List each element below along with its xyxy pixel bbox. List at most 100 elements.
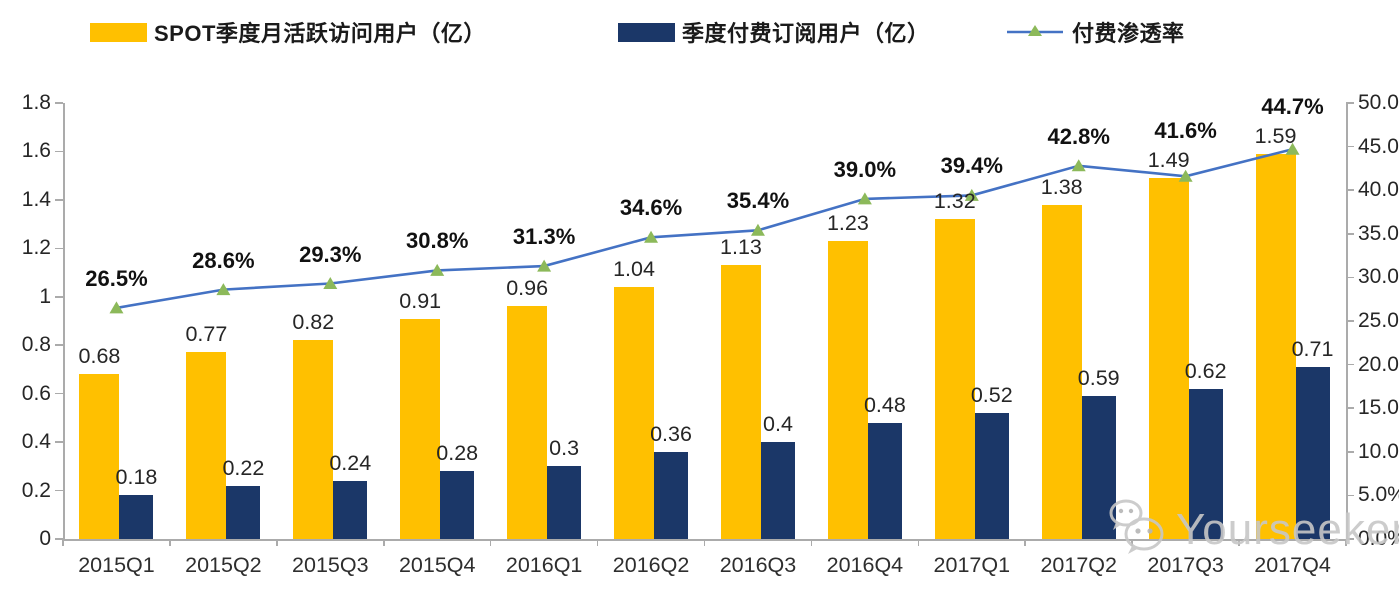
bar-label-subs-2016Q4: 0.48 [863,392,906,417]
legend-label-mau: SPOT季度月活跃访问用户（亿） [154,21,486,46]
left-axis-tick [55,247,63,250]
bar-subs-2015Q1 [119,495,154,539]
x-axis-category-label: 2016Q2 [612,553,690,577]
left-axis-tick-label: 1.4 [21,187,51,211]
right-axis-tick [1346,451,1354,453]
bar-mau-2016Q4 [827,241,868,539]
watermark: Yourseeker [1106,498,1399,561]
left-axis-tick-label: 1 [39,284,51,308]
right-axis-tick-label: 50.0% [1358,91,1399,114]
left-axis-tick-label: 0.2 [21,478,51,502]
x-axis-tick [1238,539,1240,546]
penetration-marker-2017Q2 [1071,159,1086,172]
penetration-marker-2015Q1 [109,301,124,314]
right-axis-tick [1346,407,1354,409]
left-axis-tick [55,295,63,298]
bar-label-mau-2015Q2: 0.77 [185,322,228,347]
penetration-marker-2016Q1 [537,259,552,272]
bar-label-subs-2017Q1: 0.52 [970,383,1013,408]
x-axis-tick [382,539,385,546]
bar-label-subs-2015Q3: 0.24 [329,450,372,475]
x-axis-category-label: 2016Q4 [826,553,904,577]
bar-mau-2015Q4 [400,318,441,539]
x-axis-tick [917,539,920,546]
right-axis-tick-label: 10.0% [1358,439,1399,463]
left-axis-tick-label: 1.6 [21,139,51,163]
bar-mau-2017Q4 [1255,153,1296,539]
right-axis-tick [1346,320,1354,322]
bar-mau-2017Q2 [1041,204,1082,539]
bar-label-mau-2017Q1: 1.32 [933,189,976,214]
x-axis-tick [62,539,64,546]
x-axis-tick [596,539,599,546]
bar-mau-2016Q1 [507,306,548,539]
wechat-icon [1106,498,1170,561]
penetration-label-2015Q2: 28.6% [192,247,255,273]
x-axis-category-label: 2017Q1 [933,553,1011,577]
right-axis-tick [1346,538,1354,540]
penetration-label-2017Q4: 44.7% [1261,93,1324,119]
right-axis-tick-label: 35.0% [1358,221,1399,245]
x-axis-category-label: 2017Q2 [1040,553,1117,577]
bar-label-mau-2017Q3: 1.49 [1147,148,1190,173]
bar-subs-2015Q3 [333,480,368,539]
bar-label-subs-2015Q1: 0.18 [115,465,158,490]
penetration-label-2017Q1: 39.4% [940,153,1003,179]
bar-subs-2016Q2 [654,451,689,539]
legend-item-subs: 季度付费订阅用户（亿） [618,14,930,50]
bar-label-mau-2015Q3: 0.82 [292,310,335,335]
penetration-marker-2016Q4 [857,192,872,205]
bar-subs-2016Q1 [547,466,582,539]
bar-mau-2015Q1 [79,374,120,539]
penetration-label-2016Q4: 39.0% [833,156,897,182]
x-axis-category-label: 2017Q4 [1254,553,1331,577]
right-axis-tick-label: 0.0% [1358,527,1399,550]
right-axis-tick [1346,145,1354,148]
left-axis-tick [55,102,63,104]
left-axis-tick [55,489,63,492]
legend-label-penetration: 付费渗透率 [1072,21,1185,46]
bar-label-mau-2016Q4: 1.23 [826,211,869,236]
penetration-label-2017Q2: 42.8% [1047,123,1110,149]
bar-label-subs-2016Q1: 0.3 [549,436,580,461]
legend-label-subs: 季度付费订阅用户（亿） [682,21,930,46]
bar-label-mau-2015Q1: 0.68 [78,344,121,369]
bar-subs-2016Q4 [867,422,902,539]
bar-label-subs-2017Q2: 0.59 [1077,366,1120,391]
right-axis-tick-label: 20.0% [1358,352,1399,376]
penetration-label-2015Q4: 30.8% [406,228,469,254]
penetration-label-2016Q1: 31.3% [512,224,576,250]
penetration-label-2017Q3: 41.6% [1154,118,1217,144]
penetration-marker-2015Q2 [216,283,231,296]
left-axis-tick [55,392,63,395]
penetration-label-2015Q3: 29.3% [299,241,362,267]
bar-subs-2016Q3 [760,442,795,539]
right-axis-tick [1346,276,1354,279]
left-axis-line [63,103,65,539]
penetration-label-2015Q1: 26.5% [85,265,148,291]
bar-subs-2017Q1 [974,413,1009,539]
bar-label-mau-2015Q4: 0.91 [399,288,442,313]
right-axis-tick-label: 45.0% [1358,134,1399,158]
right-axis-tick [1346,233,1354,235]
legend-item-penetration: 付费渗透率 [1007,14,1185,50]
right-axis-tick-label: 40.0% [1358,178,1399,202]
left-axis-tick-label: 0.6 [21,381,51,405]
left-axis-tick [55,150,63,153]
x-axis-tick [169,539,171,546]
x-axis-category-label: 2015Q2 [185,553,262,577]
penetration-marker-2015Q4 [430,263,445,276]
bar-mau-2016Q2 [614,287,655,539]
left-axis-tick [55,199,63,201]
x-axis-category-label: 2015Q1 [78,553,155,577]
x-axis-tick [810,539,813,546]
penetration-polyline [116,147,1293,310]
bar-mau-2015Q3 [293,340,334,539]
mau-bar-swatch [90,22,147,42]
left-axis-tick-label: 1.8 [21,91,51,114]
bar-mau-2015Q2 [186,352,227,539]
penetration-marker-2015Q3 [323,277,338,290]
penetration-label-2016Q2: 34.6% [619,195,683,221]
bar-label-mau-2017Q2: 1.38 [1040,174,1083,199]
